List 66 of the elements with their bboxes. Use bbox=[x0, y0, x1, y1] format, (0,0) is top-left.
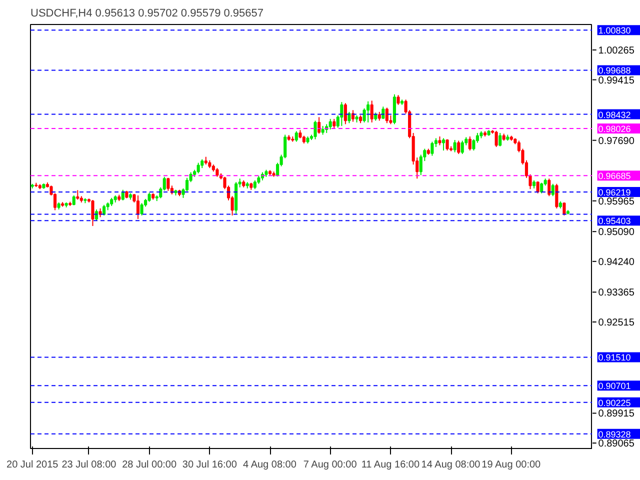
x-tick-label: 11 Aug 16:00 bbox=[361, 460, 420, 470]
candlestick bbox=[140, 202, 144, 216]
candlestick bbox=[102, 204, 106, 216]
candlestick bbox=[442, 138, 446, 152]
candlestick bbox=[340, 102, 344, 126]
candlestick bbox=[370, 100, 374, 123]
y-tick-label: 0.99415 bbox=[598, 75, 635, 86]
candlestick bbox=[555, 183, 558, 209]
ref-line-label: 0.90225 bbox=[598, 398, 631, 408]
ref-line-label: 0.95403 bbox=[598, 216, 631, 226]
candlestick bbox=[548, 178, 551, 197]
candlestick bbox=[314, 120, 317, 140]
ref-line-label: 0.91510 bbox=[598, 352, 631, 363]
x-tick-label: 7 Aug 00:00 bbox=[303, 460, 358, 470]
ref-line-label: 0.98432 bbox=[598, 110, 631, 120]
y-tick-label: 0.94240 bbox=[598, 256, 635, 268]
candlestick bbox=[91, 199, 94, 226]
ref-line-label: 0.98026 bbox=[598, 124, 631, 134]
candlestick bbox=[498, 132, 502, 147]
x-tick-label: 14 Aug 08:00 bbox=[421, 460, 481, 470]
candlestick bbox=[318, 116, 321, 134]
chart-title: USDCHF,H4 0.95613 0.95702 0.95579 0.95657 bbox=[30, 8, 264, 20]
candlestick bbox=[460, 140, 464, 155]
candlestick bbox=[396, 94, 400, 106]
candlestick bbox=[196, 162, 200, 174]
ref-line-label: 1.00830 bbox=[598, 26, 631, 36]
candlestick bbox=[494, 130, 498, 148]
ref-line-label: 0.89328 bbox=[598, 429, 631, 440]
y-tick-label: 0.97690 bbox=[598, 136, 635, 147]
candlestick bbox=[294, 130, 298, 142]
candlestick bbox=[136, 194, 140, 220]
ref-line-label: 0.96219 bbox=[598, 187, 631, 198]
y-tick-label: 0.93365 bbox=[598, 288, 635, 299]
candlestick bbox=[551, 183, 554, 197]
ref-line-label: 0.96685 bbox=[598, 171, 631, 182]
ref-line-label: 0.90701 bbox=[598, 381, 631, 392]
candlestick bbox=[385, 107, 388, 124]
y-tick-label: 0.95965 bbox=[598, 196, 635, 208]
y-tick-label: 0.92515 bbox=[598, 317, 635, 328]
candlestick bbox=[72, 194, 76, 206]
candlestick bbox=[76, 190, 80, 200]
y-tick-label: 1.00265 bbox=[598, 45, 635, 56]
x-tick-label: 30 Jul 16:00 bbox=[182, 460, 238, 470]
x-tick-label: 19 Aug 00:00 bbox=[482, 460, 542, 470]
candlestick bbox=[148, 192, 151, 202]
candlestick bbox=[430, 141, 434, 156]
x-tick-label: 4 Aug 08:00 bbox=[243, 460, 297, 470]
x-tick-label: 20 Jul 2015 bbox=[6, 460, 59, 470]
candlestick bbox=[540, 182, 544, 194]
y-tick-label: 0.89915 bbox=[598, 408, 635, 420]
candlestick bbox=[351, 110, 355, 122]
candlestick bbox=[457, 140, 460, 155]
ref-line-label: 0.99688 bbox=[598, 66, 631, 76]
y-tick-label: 0.95090 bbox=[598, 227, 635, 238]
x-tick-label: 28 Jul 00:00 bbox=[122, 460, 177, 470]
candlestick bbox=[332, 118, 336, 130]
candlestick bbox=[166, 177, 170, 192]
candlestick bbox=[344, 102, 347, 125]
y-tick-label: 0.89065 bbox=[598, 438, 635, 450]
x-tick-label: 23 Jul 08:00 bbox=[62, 460, 117, 470]
candlestick bbox=[453, 139, 456, 153]
candlestick bbox=[366, 100, 370, 123]
candlestick bbox=[328, 118, 332, 130]
candlestick bbox=[562, 202, 566, 216]
candlestick bbox=[468, 136, 472, 152]
candlestick bbox=[472, 138, 476, 152]
